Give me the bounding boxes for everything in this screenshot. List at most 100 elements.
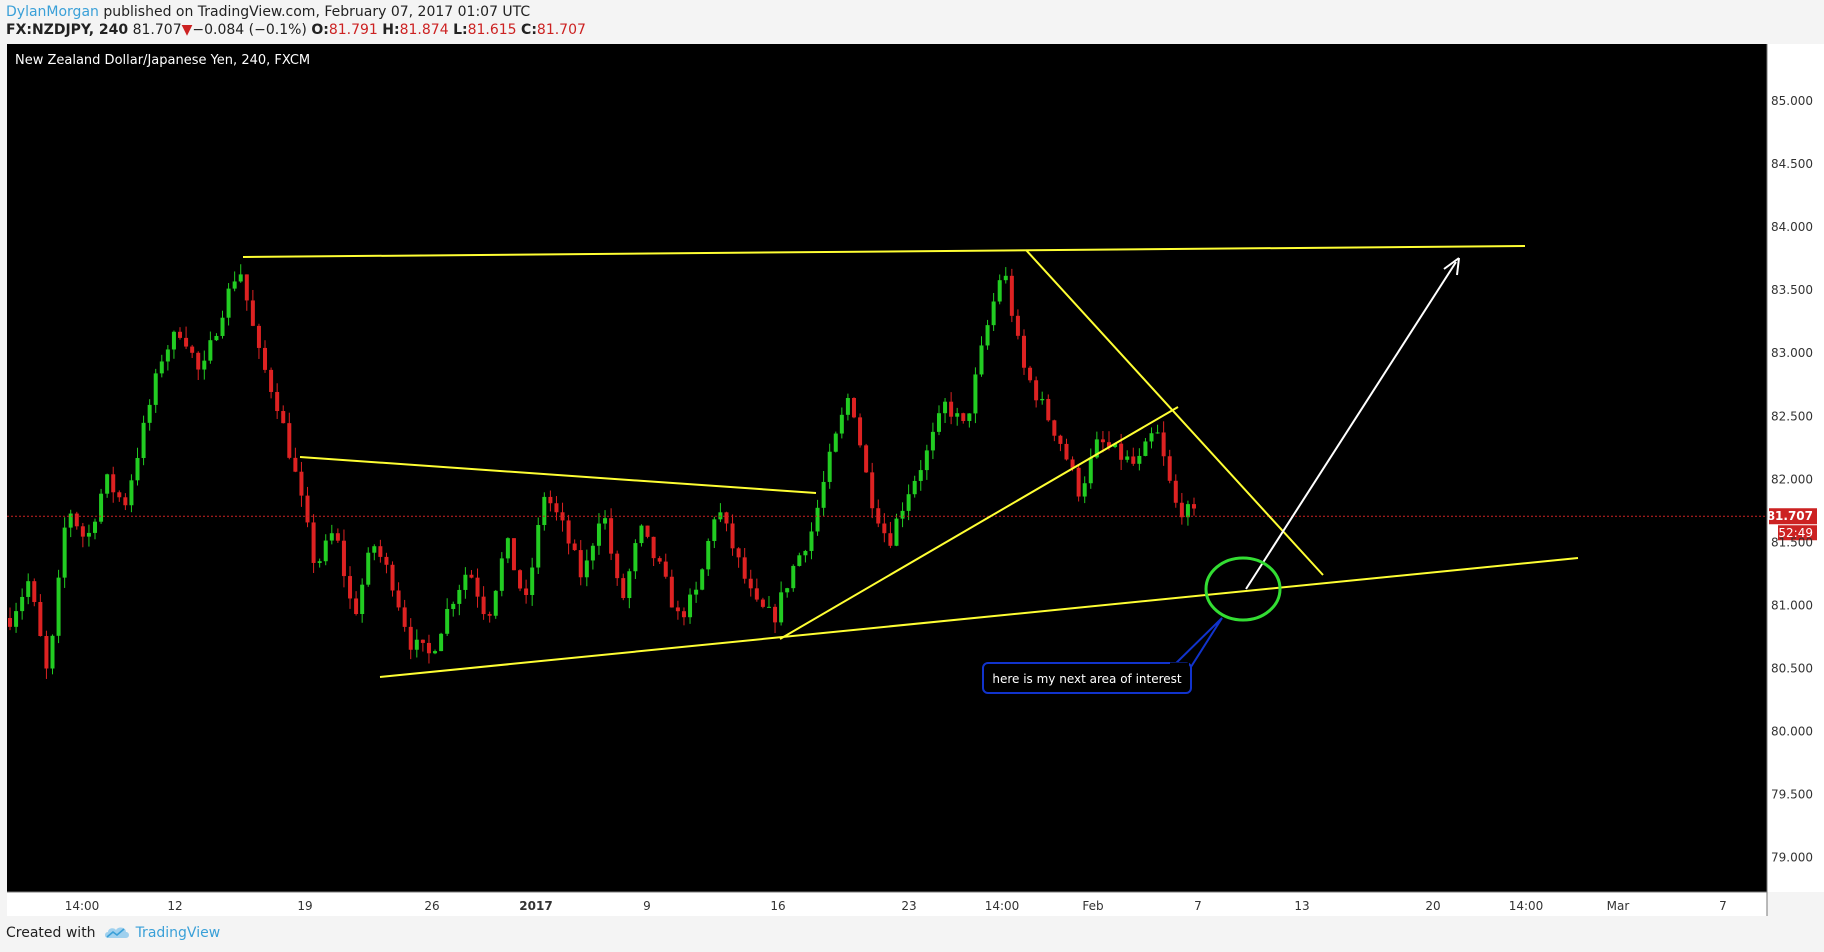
candle-body xyxy=(766,606,771,608)
candle-body xyxy=(105,474,110,494)
price-tick-label: 83.500 xyxy=(1771,283,1813,297)
arrow-head-icon xyxy=(1443,257,1460,276)
candle-body xyxy=(86,532,91,537)
low-value: 81.615 xyxy=(467,22,517,38)
candle-body xyxy=(967,413,972,421)
time-tick-label: 14:00 xyxy=(985,899,1020,913)
candle-body xyxy=(700,569,705,590)
candle-body xyxy=(578,550,583,578)
high-value: 81.874 xyxy=(399,22,449,38)
price-tick-label: 81.000 xyxy=(1771,598,1813,612)
candle-body xyxy=(68,513,73,528)
price-tick-label: 84.500 xyxy=(1771,157,1813,171)
candle-body xyxy=(979,345,984,375)
candle-body xyxy=(1192,504,1196,509)
candle-body xyxy=(906,494,911,511)
candle-body xyxy=(882,523,887,534)
candle-body xyxy=(894,518,899,546)
time-tick-label: 14:00 xyxy=(1509,899,1544,913)
candle-body xyxy=(402,607,407,627)
candle-body xyxy=(1015,315,1020,336)
time-tick-label: 7 xyxy=(1194,899,1202,913)
candle-body xyxy=(317,561,322,563)
time-tick-label: 7 xyxy=(1719,899,1727,913)
candle-body xyxy=(159,361,164,374)
time-tick-label: 14:00 xyxy=(65,899,100,913)
candle-body xyxy=(1082,483,1087,497)
candle-body xyxy=(1131,456,1136,464)
footer: Created with TradingView xyxy=(6,922,220,944)
candle-body xyxy=(329,533,334,541)
candle-body xyxy=(821,481,826,508)
author-link[interactable]: DylanMorgan xyxy=(6,4,99,20)
price-tick-label: 79.000 xyxy=(1771,851,1813,865)
candle-body xyxy=(220,317,225,336)
time-tick-label: 26 xyxy=(424,899,439,913)
candle-body xyxy=(621,578,626,599)
rising-support-line[interactable] xyxy=(779,406,1179,640)
quote-line: FX:NZDJPY, 240 81.707▼−0.084 (−0.1%) O:8… xyxy=(6,22,586,38)
long-support-line[interactable] xyxy=(379,557,1579,678)
candle-body xyxy=(1003,275,1008,281)
candle-body xyxy=(226,288,231,318)
candle-body xyxy=(930,431,935,451)
top-resistance-line[interactable] xyxy=(242,245,1526,258)
candle-body xyxy=(997,280,1002,302)
candle-body xyxy=(657,558,662,562)
candle-body xyxy=(1106,442,1111,447)
candle-body xyxy=(463,574,468,590)
close-label: C: xyxy=(521,22,537,38)
time-tick-label: 13 xyxy=(1294,899,1309,913)
candle-body xyxy=(147,404,152,423)
candle-body xyxy=(1088,457,1093,484)
candle-body xyxy=(845,397,850,415)
high-label: H: xyxy=(382,22,400,38)
price-axis-background xyxy=(1767,44,1824,892)
candle-body xyxy=(973,374,978,414)
candle-body xyxy=(1143,441,1148,456)
tradingview-brand: TradingView xyxy=(135,925,221,941)
candle-body xyxy=(32,581,37,603)
descending-resistance-line[interactable] xyxy=(1025,249,1324,576)
candle-body xyxy=(93,521,98,533)
time-tick-label: Feb xyxy=(1082,899,1103,913)
tradingview-cloud-icon xyxy=(104,927,129,938)
candle-body xyxy=(730,523,735,549)
candle-body xyxy=(256,325,261,348)
candle-body xyxy=(269,369,274,392)
candle-body xyxy=(481,596,486,615)
candle-body xyxy=(870,472,875,509)
candle-body xyxy=(1052,420,1057,436)
candle-body xyxy=(627,571,632,599)
candle-body xyxy=(56,577,61,636)
candle-body xyxy=(615,553,620,579)
area-of-interest-circle[interactable] xyxy=(1204,556,1282,622)
tradingview-link[interactable]: TradingView xyxy=(104,925,221,941)
candles-layer xyxy=(8,264,1196,679)
candle-body xyxy=(675,607,680,612)
candle-body xyxy=(681,611,686,618)
time-tick-label: 23 xyxy=(901,899,916,913)
price-tick-label: 84.000 xyxy=(1771,220,1813,234)
low-label: L: xyxy=(453,22,468,38)
candle-body xyxy=(50,635,55,669)
candle-body xyxy=(603,518,608,524)
candle-body xyxy=(499,558,504,591)
candle-body xyxy=(797,555,802,566)
projection-arrow-line[interactable] xyxy=(1245,261,1457,590)
candle-body xyxy=(809,531,814,551)
candle-body xyxy=(208,340,213,361)
candle-body xyxy=(214,335,219,341)
chart-canvas[interactable]: here is my next area of interest 81.707 52… xyxy=(0,44,1824,916)
candle-body xyxy=(518,570,523,589)
candle-body xyxy=(469,574,474,578)
candle-body xyxy=(773,606,778,623)
time-tick-label: 9 xyxy=(643,899,651,913)
candle-body xyxy=(888,533,893,546)
candle-body xyxy=(590,545,595,561)
candle-body xyxy=(451,603,456,609)
candle-body xyxy=(542,496,547,526)
candle-body xyxy=(876,508,881,524)
upper-wedge-line[interactable] xyxy=(299,456,817,494)
callout-box[interactable] xyxy=(982,662,1192,694)
